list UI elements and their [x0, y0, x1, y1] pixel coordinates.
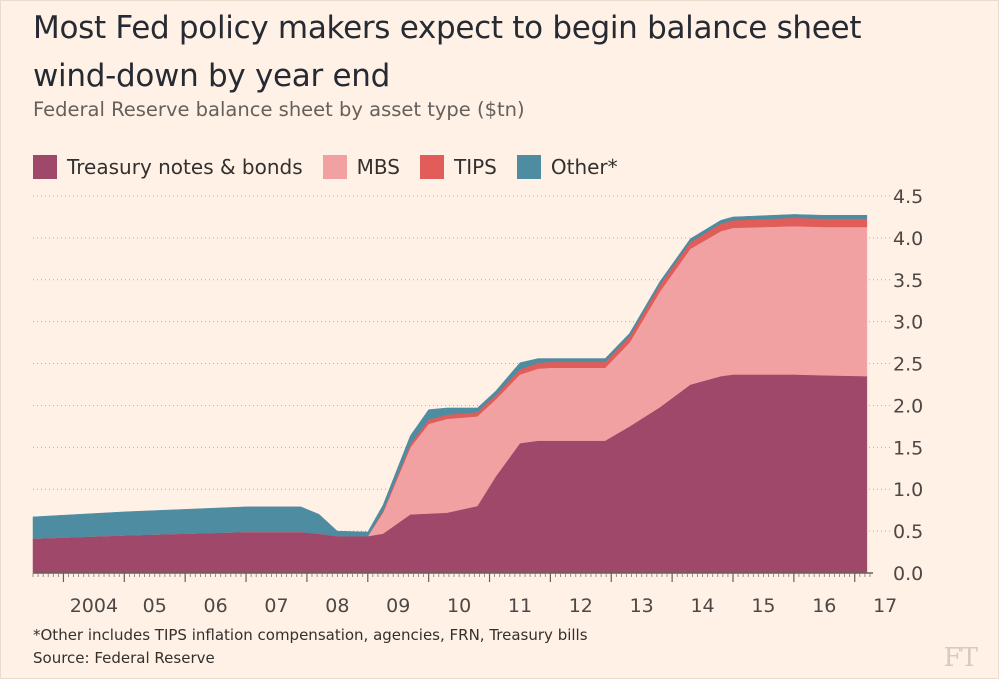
chart-title: Most Fed policy makers expect to begin b…: [33, 10, 862, 94]
ft-logo: FT: [943, 643, 978, 673]
x-tick-label: 15: [751, 595, 775, 617]
y-tick-label: 2.0: [893, 395, 923, 417]
legend-swatch-mbs: [322, 155, 347, 179]
x-tick-label: 05: [143, 595, 167, 617]
x-tick-label: 10: [447, 595, 471, 617]
y-tick-label: 0.5: [893, 521, 923, 543]
legend-label-treasury: Treasury notes & bonds: [67, 155, 303, 179]
y-tick-label: 1.0: [893, 479, 923, 501]
y-tick-label: 0.0: [893, 563, 923, 585]
y-tick-label: 3.5: [893, 270, 923, 292]
y-tick-label: 4.0: [893, 228, 923, 250]
x-tick-label: 14: [690, 595, 714, 617]
legend: Treasury notes & bonds MBS TIPS Other*: [33, 155, 638, 179]
x-tick-label: 11: [508, 595, 532, 617]
y-tick-label: 4.5: [893, 186, 923, 208]
legend-swatch-other: [516, 155, 541, 179]
legend-item-tips: TIPS: [419, 155, 497, 179]
legend-swatch-treasury: [33, 155, 57, 179]
legend-label-other: Other*: [550, 155, 618, 179]
legend-label-mbs: MBS: [356, 155, 400, 179]
legend-item-other: Other*: [516, 155, 618, 179]
y-tick-label: 1.5: [893, 437, 923, 459]
footnote: *Other includes TIPS inflation compensat…: [33, 626, 588, 644]
x-tick-label: 06: [204, 595, 228, 617]
y-tick-label: 3.0: [893, 312, 923, 334]
x-tick-label: 07: [264, 595, 288, 617]
legend-label-tips: TIPS: [453, 155, 497, 179]
x-tick-label: 09: [386, 595, 410, 617]
y-tick-label: 2.5: [893, 354, 923, 376]
x-tick-label: 2004: [70, 595, 118, 617]
legend-swatch-tips: [419, 155, 444, 179]
source-note: Source: Federal Reserve: [33, 649, 215, 667]
x-tick-label: 12: [569, 595, 593, 617]
chart-subtitle: Federal Reserve balance sheet by asset t…: [33, 98, 525, 121]
legend-item-mbs: MBS: [322, 155, 400, 179]
x-tick-label: 13: [630, 595, 654, 617]
x-tick-label: 08: [325, 595, 349, 617]
x-tick-label: 17: [873, 595, 897, 617]
x-tick-label: 16: [812, 595, 836, 617]
legend-item-treasury: Treasury notes & bonds: [33, 155, 303, 179]
area-series-other: [32, 214, 868, 539]
